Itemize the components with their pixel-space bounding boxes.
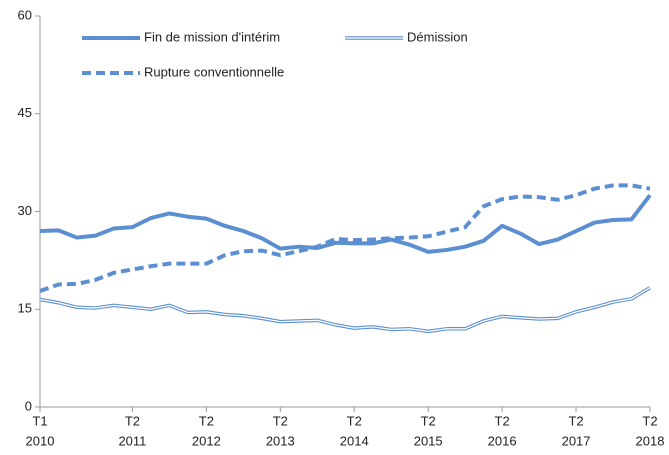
series-line	[39, 286, 651, 334]
x-tick-label: 2016	[488, 433, 517, 448]
series-line	[39, 183, 651, 293]
legend-label: Rupture conventionnelle	[144, 64, 284, 79]
x-tick-label: T2	[273, 413, 288, 428]
x-tick-label: 2017	[562, 433, 591, 448]
x-tick-label: T2	[495, 413, 510, 428]
y-tick-label: 45	[18, 105, 32, 120]
x-tick-label: 2015	[414, 433, 443, 448]
legend-label: Fin de mission d'intérim	[144, 29, 280, 44]
x-tick-label: T2	[642, 413, 657, 428]
x-tick-label: 2013	[266, 433, 295, 448]
x-tick-label: T2	[347, 413, 362, 428]
x-tick-label: 2011	[118, 433, 146, 448]
y-tick-label: 0	[25, 398, 32, 413]
x-tick-label: T2	[568, 413, 583, 428]
x-tick-label: T2	[199, 413, 214, 428]
x-tick-label: T1	[32, 413, 47, 428]
x-tick-label: 2014	[340, 433, 369, 448]
y-tick-label: 30	[18, 203, 32, 218]
x-tick-label: 2018	[636, 433, 665, 448]
series-line	[39, 193, 652, 254]
line-inner	[39, 287, 651, 333]
y-tick-label: 15	[18, 301, 32, 316]
x-tick-label: T2	[421, 413, 436, 428]
x-tick-label: T2	[125, 413, 140, 428]
legend-label: Démission	[407, 29, 468, 44]
x-tick-label: 2012	[192, 433, 221, 448]
x-tick-label: 2010	[26, 433, 55, 448]
y-tick-label: 60	[18, 7, 32, 22]
